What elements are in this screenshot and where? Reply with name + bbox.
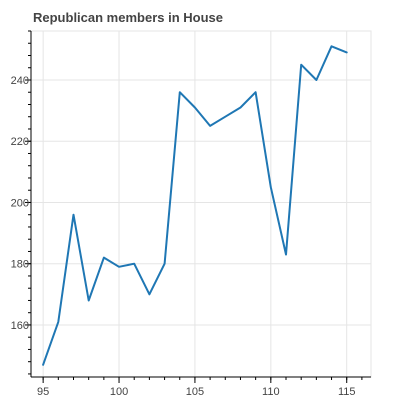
y-tick-label: 200	[11, 197, 29, 209]
series-layer	[42, 45, 348, 366]
y-tick-label: 220	[11, 136, 29, 148]
x-tick-label: 105	[186, 386, 204, 398]
y-tick-label: 180	[11, 259, 29, 271]
x-tick-label: 95	[37, 386, 49, 398]
x-tick-label: 100	[110, 386, 128, 398]
y-tick-label: 240	[11, 75, 29, 87]
x-tick-label: 115	[338, 386, 356, 398]
grid	[31, 31, 371, 377]
x-tick-label: 110	[262, 386, 280, 398]
series-line-0	[42, 45, 348, 366]
axes: 95 100 105 110 115 160 180 200 220 240	[11, 30, 371, 398]
y-tick-label: 160	[11, 320, 29, 332]
chart-title: Republican members in House	[33, 10, 223, 25]
